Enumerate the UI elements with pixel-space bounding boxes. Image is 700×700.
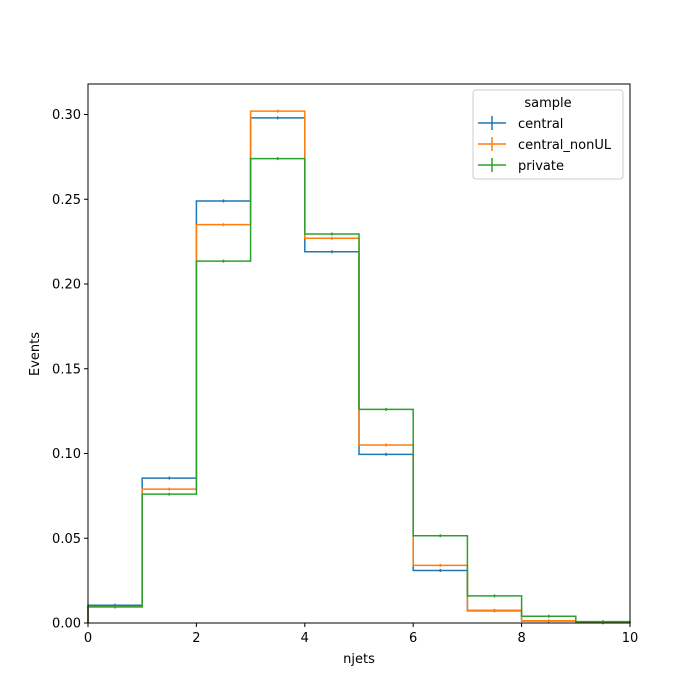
y-tick-label: 0.30 [52, 108, 81, 123]
x-axis: 0 2 4 6 8 10 [84, 623, 638, 646]
plot-frame [87, 83, 631, 624]
legend-label: central [518, 117, 563, 132]
x-tick-label: 6 [409, 631, 417, 646]
y-tick-label: 0.15 [52, 362, 81, 377]
series-layer [87, 109, 631, 625]
x-tick-label: 4 [301, 631, 309, 646]
y-axis-label: Events [28, 332, 43, 376]
legend-title: sample [524, 96, 571, 111]
x-tick-label: 10 [622, 631, 639, 646]
y-tick-label: 0.05 [52, 532, 81, 547]
x-tick-label: 2 [192, 631, 200, 646]
x-tick-label: 8 [517, 631, 525, 646]
y-tick-label: 0.00 [52, 617, 81, 632]
legend-item: central [478, 116, 563, 132]
legend-box [472, 89, 624, 180]
legend-item: private [478, 158, 564, 174]
series-2 [87, 157, 631, 624]
y-tick-label: 0.10 [52, 447, 81, 462]
y-tick-label: 0.20 [52, 278, 81, 293]
x-axis-label: njets [343, 652, 375, 667]
x-tick-label: 0 [84, 631, 92, 646]
y-axis: 0.00 0.05 0.10 0.15 0.20 0.25 0.30 [52, 108, 88, 632]
legend-label: private [518, 159, 564, 174]
legend-item: central_nonUL [478, 137, 612, 153]
legend-label: central_nonUL [518, 138, 612, 153]
y-tick-label: 0.25 [52, 193, 81, 208]
